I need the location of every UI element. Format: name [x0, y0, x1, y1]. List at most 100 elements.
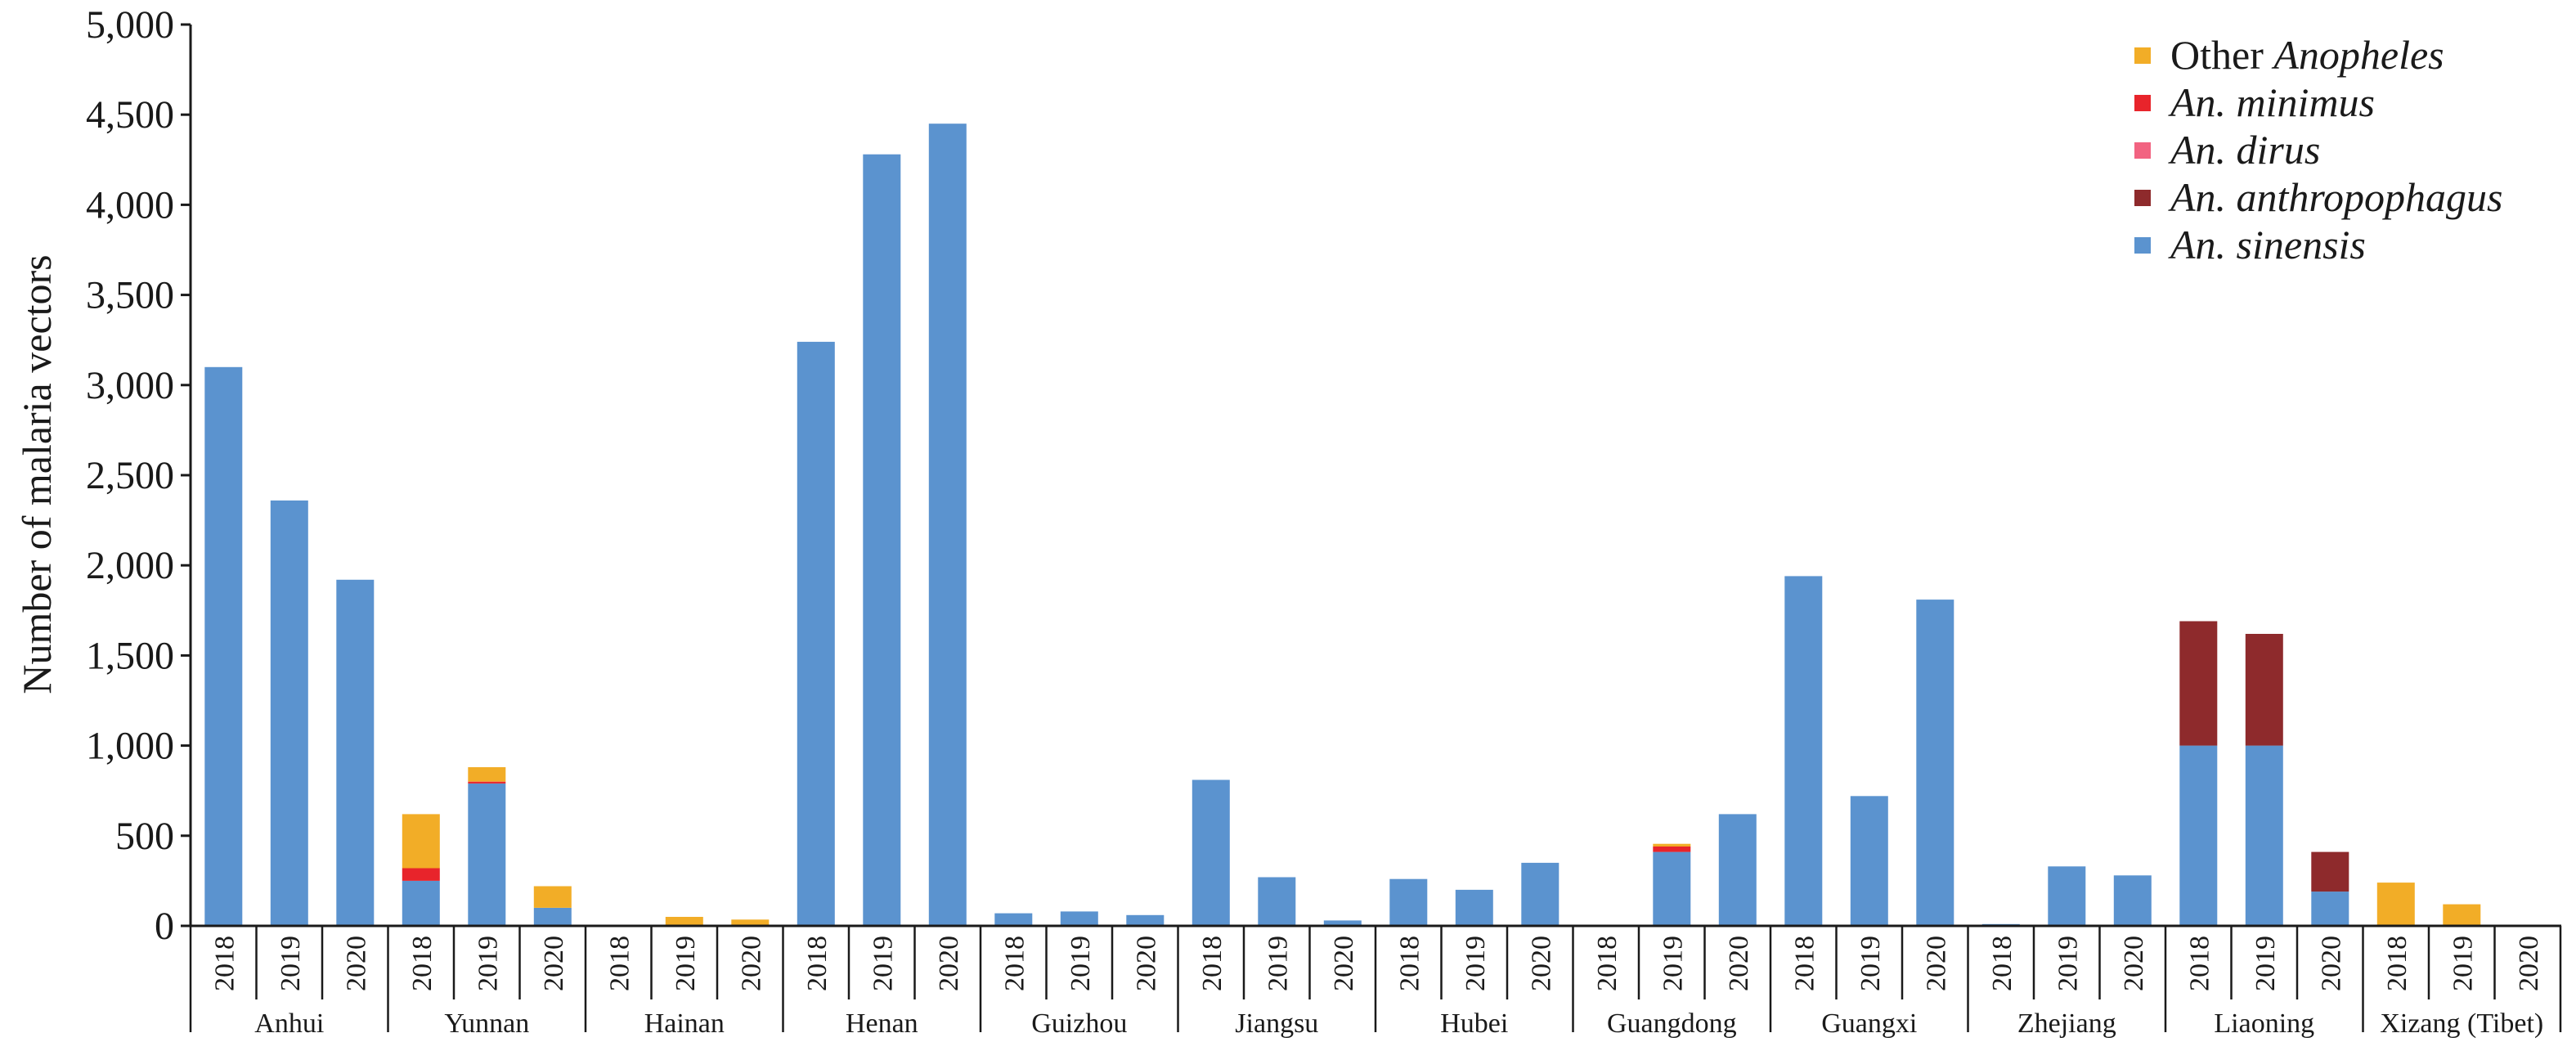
- bar-segment-liaoning-2018-s0: [2179, 745, 2218, 926]
- y-tick-label: 1,500: [86, 634, 174, 677]
- bar-segment-guangxi-2019-s0: [1850, 796, 1888, 926]
- bar-segment-yunnan-2018-s4: [402, 814, 440, 869]
- y-tick-label: 4,000: [86, 183, 174, 227]
- bar-segment-guangdong-2019-s3: [1653, 847, 1691, 852]
- x-tick-label-year: 2020: [1131, 936, 1161, 991]
- legend-label: Other Anopheles: [2170, 32, 2444, 78]
- bar-segment-guangxi-2018-s0: [1784, 576, 1823, 926]
- y-tick-label: 1,000: [86, 725, 174, 768]
- y-tick-label: 5,000: [86, 3, 174, 47]
- bar-segment-hainan-2020-s4: [731, 919, 770, 926]
- legend-swatch: [2134, 190, 2151, 206]
- bar-segment-zhejiang-2020-s0: [2113, 875, 2152, 926]
- x-tick-label-year: 2020: [1329, 936, 1359, 991]
- x-tick-label-year: 2019: [473, 936, 503, 991]
- bar-segment-yunnan-2019-s3: [468, 781, 506, 784]
- bar-segment-jiangsu-2020-s0: [1323, 920, 1362, 926]
- x-tick-label-province: Liaoning: [2214, 1008, 2314, 1039]
- x-tick-label-year: 2020: [736, 936, 766, 991]
- y-tick-label: 2,500: [86, 454, 174, 497]
- legend-swatch: [2134, 95, 2151, 111]
- bar-segment-yunnan-2018-s0: [402, 880, 440, 926]
- x-tick-label-year: 2018: [1592, 936, 1622, 991]
- x-tick-label-year: 2018: [2382, 936, 2412, 991]
- x-tick-label-year: 2018: [1197, 936, 1227, 991]
- y-tick-label: 3,500: [86, 274, 174, 317]
- x-tick-label-year: 2018: [407, 936, 438, 991]
- bar-segment-anhui-2019-s0: [270, 500, 308, 926]
- x-tick-label-province: Guangxi: [1821, 1008, 1917, 1039]
- x-tick-label-province: Hubei: [1440, 1008, 1508, 1039]
- bar-segment-liaoning-2019-s1: [2245, 634, 2283, 746]
- bar-segment-liaoning-2020-s1: [2311, 851, 2349, 892]
- x-tick-label-province: Jiangsu: [1235, 1008, 1318, 1039]
- bar-segment-guangdong-2020-s0: [1718, 814, 1757, 926]
- x-tick-label-year: 2019: [1263, 936, 1293, 991]
- x-tick-label-year: 2018: [209, 936, 240, 991]
- x-tick-label-year: 2019: [1856, 936, 1886, 991]
- x-tick-label-year: 2018: [1394, 936, 1425, 991]
- x-tick-label-province: Yunnan: [444, 1008, 529, 1039]
- y-axis-label: Number of malaria vectors: [14, 254, 60, 694]
- bar-segment-yunnan-2020-s4: [533, 886, 572, 908]
- bar-segment-anhui-2018-s0: [204, 366, 243, 926]
- bar-segment-guizhou-2018-s0: [994, 913, 1033, 926]
- legend-swatch: [2134, 237, 2151, 254]
- y-tick-label: 4,500: [86, 93, 174, 137]
- x-tick-label-year: 2019: [671, 936, 701, 991]
- bar-segment-xizang-tibet--2018-s4: [2376, 883, 2415, 926]
- bar-segment-hubei-2019-s0: [1455, 889, 1493, 926]
- legend-label: An. anthropophagus: [2168, 174, 2503, 220]
- bar-segment-anhui-2020-s0: [336, 579, 375, 926]
- bar-segment-guangdong-2019-s0: [1653, 851, 1691, 926]
- x-tick-label-year: 2020: [1724, 936, 1754, 991]
- legend-label: An. dirus: [2168, 127, 2320, 173]
- x-tick-label-year: 2019: [2053, 936, 2083, 991]
- bar-segment-liaoning-2018-s1: [2179, 621, 2218, 746]
- bar-segment-hubei-2018-s0: [1389, 878, 1428, 926]
- x-tick-label-year: 2020: [2316, 936, 2346, 991]
- x-tick-label-year: 2020: [2119, 936, 2149, 991]
- legend-swatch: [2134, 142, 2151, 159]
- legend-label: An. minimus: [2168, 79, 2375, 125]
- x-tick-label-year: 2020: [1526, 936, 1556, 991]
- bar-segment-yunnan-2019-s4: [468, 767, 506, 782]
- x-tick-label-year: 2019: [1461, 936, 1491, 991]
- y-tick-label: 500: [115, 815, 174, 858]
- x-tick-label-year: 2020: [934, 936, 964, 991]
- bar-segment-guizhou-2020-s0: [1126, 914, 1165, 926]
- x-tick-label-year: 2020: [2514, 936, 2544, 991]
- x-tick-label-year: 2019: [1066, 936, 1096, 991]
- x-tick-label-province: Zhejiang: [2017, 1008, 2116, 1039]
- x-tick-label-year: 2018: [1789, 936, 1820, 991]
- bar-segment-zhejiang-2019-s0: [2048, 866, 2086, 926]
- x-tick-label-year: 2018: [2184, 936, 2215, 991]
- x-tick-label-year: 2018: [604, 936, 635, 991]
- x-tick-label-year: 2019: [276, 936, 306, 991]
- y-tick-label: 0: [155, 905, 174, 948]
- x-tick-label-year: 2020: [539, 936, 569, 991]
- y-tick-label: 3,000: [86, 364, 174, 407]
- x-tick-label-year: 2019: [2251, 936, 2281, 991]
- bar-segment-guangxi-2020-s0: [1916, 600, 1954, 926]
- x-tick-label-year: 2020: [1921, 936, 1951, 991]
- x-tick-label-province: Guizhou: [1031, 1008, 1127, 1039]
- x-tick-label-year: 2019: [2448, 936, 2478, 991]
- bar-segment-xizang-tibet--2019-s4: [2443, 904, 2481, 926]
- bar-segment-hubei-2020-s0: [1521, 862, 1560, 926]
- y-ticks-layer: 0 500 1,000 1,500 2,000 2,500 3,000 3,500 4,000 4…: [86, 3, 191, 948]
- bar-segment-yunnan-2019-s0: [468, 783, 506, 926]
- x-tick-label-year: 2019: [868, 936, 898, 991]
- x-tick-label-province: Anhui: [254, 1008, 324, 1039]
- x-tick-label-year: 2018: [999, 936, 1030, 991]
- bar-segment-jiangsu-2019-s0: [1258, 877, 1296, 926]
- bar-segment-hainan-2019-s4: [665, 917, 703, 926]
- bar-segment-liaoning-2019-s0: [2245, 745, 2283, 926]
- bar-segment-yunnan-2020-s0: [533, 908, 572, 926]
- bars-layer: [204, 124, 2481, 926]
- x-tick-label-province: Guangdong: [1607, 1008, 1737, 1039]
- x-tick-label-province: Hainan: [644, 1008, 725, 1039]
